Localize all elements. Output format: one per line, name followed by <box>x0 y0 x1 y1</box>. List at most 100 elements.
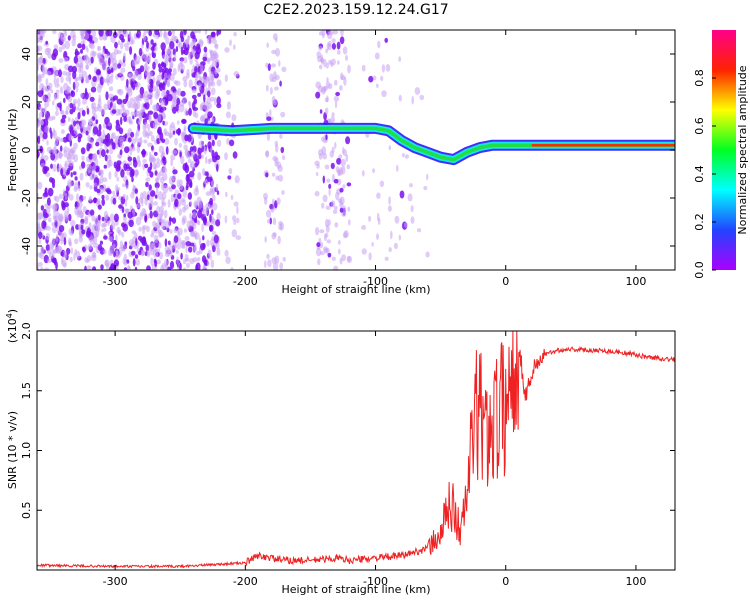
noise-speck <box>129 102 135 109</box>
noise-speck <box>280 111 286 118</box>
noise-speck <box>323 85 328 91</box>
noise-speck <box>122 223 128 232</box>
noise-speck <box>187 51 192 60</box>
noise-speck <box>340 75 346 81</box>
noise-speck <box>315 227 320 236</box>
noise-speck <box>100 264 104 270</box>
noise-speck <box>180 131 185 137</box>
noise-speck <box>88 196 92 202</box>
noise-speck <box>81 155 85 161</box>
noise-speck <box>423 185 428 191</box>
noise-speck <box>96 188 101 194</box>
noise-speck <box>201 82 205 89</box>
noise-speck <box>52 225 57 234</box>
noise-speck <box>173 97 177 105</box>
noise-speck <box>182 76 188 82</box>
noise-speck <box>345 153 349 162</box>
noise-speck <box>144 98 150 104</box>
noise-speck <box>315 247 322 257</box>
noise-speck <box>164 138 170 145</box>
noise-speck <box>85 45 88 50</box>
noise-speck <box>142 162 146 171</box>
x-tick-label: -300 <box>103 275 128 288</box>
noise-speck <box>82 246 86 253</box>
noise-speck <box>227 175 232 180</box>
x-tick-label: -200 <box>233 275 258 288</box>
noise-speck <box>336 49 341 55</box>
noise-speck <box>99 240 103 245</box>
noise-speck <box>108 93 114 100</box>
noise-speck <box>147 58 151 63</box>
noise-speck <box>64 40 71 50</box>
noise-speck <box>98 94 101 103</box>
noise-speck <box>181 199 186 206</box>
noise-speck <box>180 155 185 165</box>
noise-speck <box>70 219 76 227</box>
noise-speck <box>215 154 221 161</box>
noise-speck <box>224 249 229 257</box>
noise-speck <box>40 246 45 254</box>
noise-speck <box>104 259 110 267</box>
noise-speck <box>52 249 59 254</box>
noise-speck <box>97 244 103 251</box>
noise-speck <box>150 79 154 89</box>
noise-speck <box>211 209 214 216</box>
noise-speck <box>79 165 82 171</box>
noise-speck <box>380 75 384 82</box>
noise-speck <box>419 94 425 100</box>
noise-speck <box>159 251 164 260</box>
noise-speck <box>169 229 173 234</box>
noise-speck <box>95 141 100 147</box>
y-tick-label: 20 <box>20 95 33 109</box>
noise-speck <box>84 76 90 84</box>
noise-speck <box>189 220 195 227</box>
noise-speck <box>126 168 130 176</box>
noise-speck <box>188 107 192 116</box>
noise-speck <box>155 161 161 168</box>
noise-speck <box>76 106 80 111</box>
noise-speck <box>339 85 343 91</box>
noise-speck <box>150 135 155 142</box>
noise-speck <box>109 213 115 222</box>
noise-speck <box>345 136 351 145</box>
noise-speck <box>200 64 204 71</box>
noise-speck <box>225 111 231 119</box>
noise-speck <box>179 262 182 270</box>
noise-speck <box>80 121 85 129</box>
noise-speck <box>340 30 344 37</box>
noise-speck <box>361 64 366 72</box>
noise-speck <box>116 176 120 182</box>
noise-speck <box>187 192 192 200</box>
noise-speck <box>337 240 341 245</box>
noise-speck <box>133 159 138 168</box>
noise-speck <box>48 252 54 259</box>
noise-speck <box>182 267 187 270</box>
noise-speck <box>107 121 112 127</box>
noise-speck <box>324 107 329 115</box>
noise-speck <box>226 101 231 110</box>
noise-speck <box>113 213 119 223</box>
noise-speck <box>211 60 218 68</box>
noise-speck <box>186 174 190 182</box>
noise-speck <box>225 191 228 198</box>
noise-speck <box>41 220 47 229</box>
noise-speck <box>263 192 268 200</box>
noise-speck <box>161 138 166 144</box>
noise-speck <box>134 266 138 270</box>
noise-speck <box>119 149 123 156</box>
noise-speck <box>270 87 273 95</box>
noise-speck <box>80 49 83 54</box>
noise-speck <box>321 30 326 36</box>
noise-speck <box>210 259 215 269</box>
noise-speck <box>398 94 402 102</box>
noise-speck <box>156 224 160 232</box>
noise-speck <box>77 98 81 107</box>
noise-speck <box>73 153 78 163</box>
noise-speck <box>104 59 108 67</box>
noise-speck <box>58 69 62 78</box>
noise-speck <box>191 88 197 94</box>
noise-speck <box>103 235 108 240</box>
noise-speck <box>172 48 176 56</box>
